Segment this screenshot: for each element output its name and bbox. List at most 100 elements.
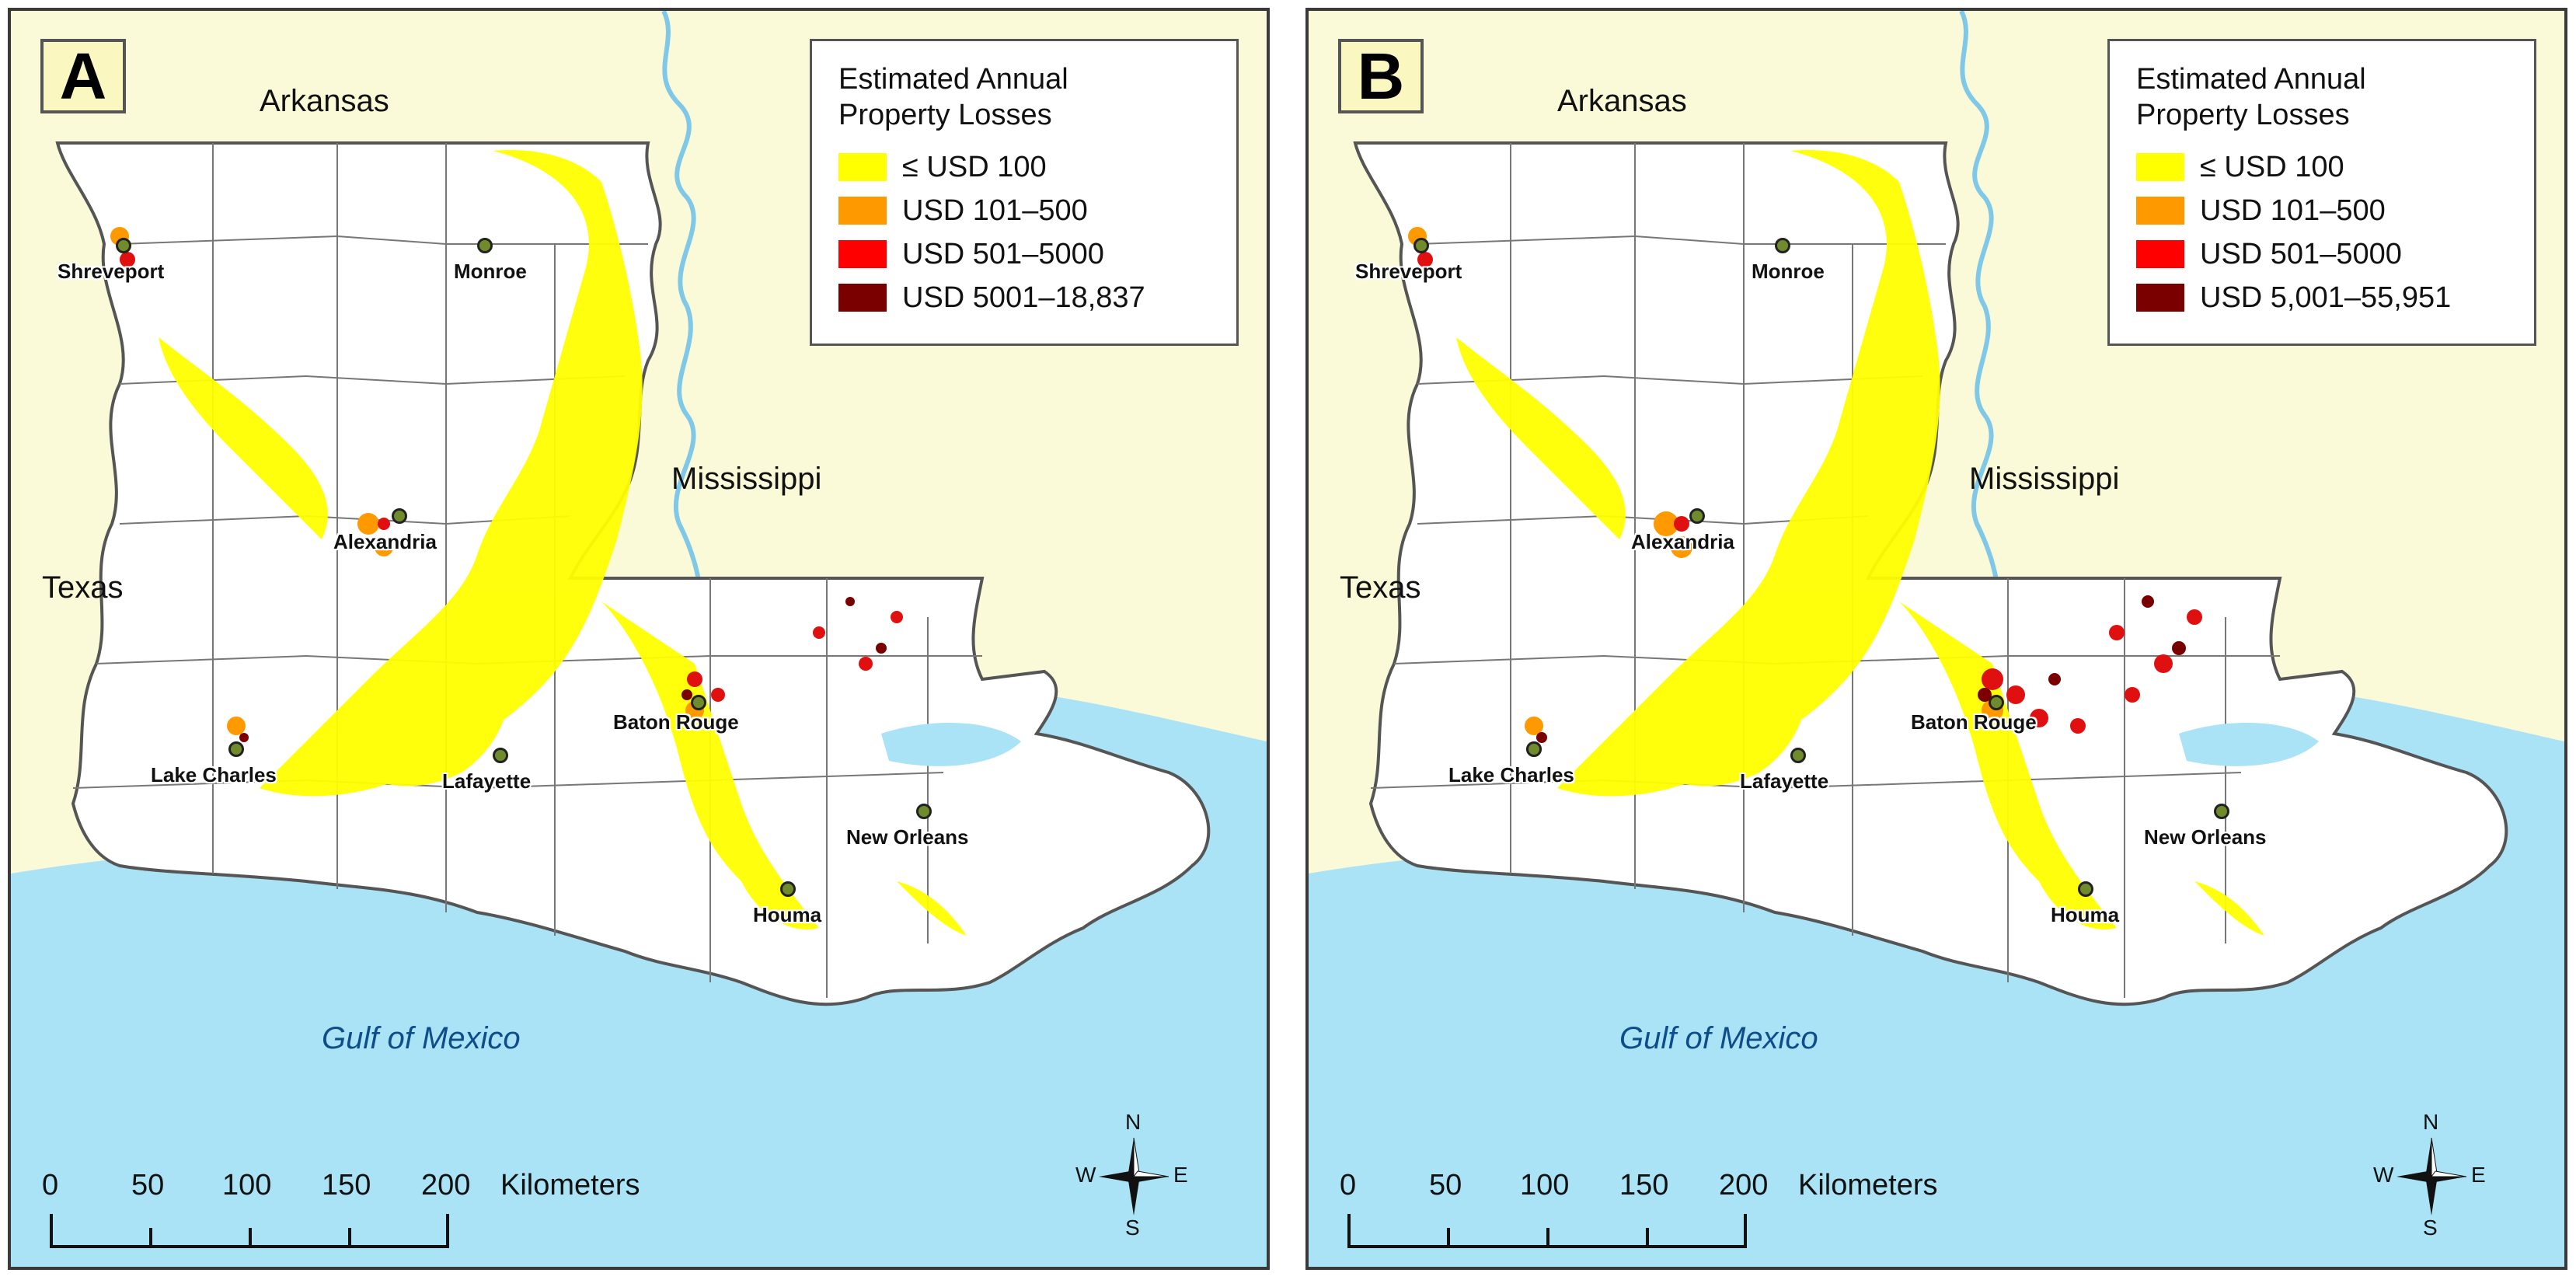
legend-swatch: [2136, 153, 2184, 181]
legend-item: USD 101–500: [2136, 189, 2515, 232]
city-label-baton-rouge: Baton Rouge: [1911, 710, 2037, 734]
legend-item: USD 101–500: [838, 189, 1218, 232]
panel-tag: A: [40, 39, 126, 113]
label-mississippi: Mississippi: [671, 462, 822, 496]
legend-title-line2: Property Losses: [838, 99, 1052, 131]
scale-tick-label: 50: [131, 1169, 165, 1202]
legend-title-line2: Property Losses: [2136, 99, 2350, 131]
city-label-lafayette: Lafayette: [1740, 769, 1829, 793]
city-marker-new-orleans: [916, 804, 932, 819]
compass-e: E: [2471, 1163, 2486, 1187]
louisiana-map: [1309, 11, 2564, 1267]
city-marker-lake-charles: [1526, 741, 1542, 757]
legend-label: ≤ USD 100: [902, 150, 1047, 183]
scale-unit: Kilometers: [1798, 1169, 1938, 1202]
loss-orange: [110, 227, 704, 735]
city-marker-alexandria: [392, 508, 407, 524]
compass-s: S: [2423, 1215, 2438, 1240]
city-marker-houma: [780, 881, 796, 897]
legend-item: USD 501–5000: [838, 232, 1218, 276]
legend-swatch: [2136, 284, 2184, 312]
scale-tick-label: 100: [222, 1169, 272, 1202]
compass: N S W E: [1075, 1110, 1192, 1240]
legend-item: USD 5,001–55,951: [2136, 276, 2515, 319]
label-mississippi: Mississippi: [1969, 462, 2120, 496]
city-marker-alexandria: [1689, 508, 1705, 524]
legend-title: Estimated Annual Property Losses: [2136, 61, 2515, 133]
legend-title-line1: Estimated Annual: [838, 63, 1068, 96]
legend-label: USD 5,001–55,951: [2200, 281, 2452, 314]
city-label-shreveport: Shreveport: [58, 260, 165, 283]
legend-title-line1: Estimated Annual: [2136, 63, 2366, 96]
compass-rose-icon: [2396, 1138, 2466, 1215]
loss-yellow: [1456, 150, 2264, 936]
city-label-shreveport: Shreveport: [1355, 260, 1462, 283]
city-label-monroe: Monroe: [1752, 260, 1825, 283]
legend-swatch: [838, 240, 887, 268]
scale-bar-line: [1347, 1214, 1747, 1248]
city-marker-new-orleans: [2214, 804, 2229, 819]
compass-e: E: [1173, 1163, 1188, 1187]
scale-tick-label: 200: [1719, 1169, 1769, 1202]
city-label-houma: Houma: [753, 903, 822, 926]
lake-pontchartrain: [881, 723, 1021, 766]
legend-swatch: [2136, 197, 2184, 225]
legend-label: USD 5001–18,837: [902, 281, 1145, 314]
city-marker-monroe: [477, 238, 493, 253]
legend-item: USD 5001–18,837: [838, 276, 1218, 319]
legend-label: USD 501–5000: [2200, 237, 2402, 270]
city-label-houma: Houma: [2051, 903, 2120, 926]
compass-w: W: [1075, 1163, 1096, 1187]
scale-tick-label: 200: [421, 1169, 471, 1202]
label-arkansas: Arkansas: [260, 84, 389, 118]
loss-yellow: [159, 150, 967, 936]
city-label-new-orleans: New Orleans: [846, 825, 969, 849]
city-label-lafayette: Lafayette: [442, 769, 532, 793]
city-marker-monroe: [1775, 238, 1790, 253]
legend: Estimated Annual Property Losses ≤ USD 1…: [810, 39, 1239, 346]
map-panel-b: B Estimated Annual Property Losses ≤ USD…: [1305, 8, 2567, 1270]
panel-tag: B: [1338, 39, 1424, 113]
label-gulf-of-mexico: Gulf of Mexico: [1619, 1021, 1818, 1055]
legend-swatch: [838, 153, 887, 181]
label-texas: Texas: [1340, 570, 1421, 605]
legend-label: USD 501–5000: [902, 237, 1104, 270]
map-panel-a: A Estimated Annual Property Losses ≤ USD…: [8, 8, 1270, 1270]
compass-w: W: [2373, 1163, 2394, 1187]
city-marker-lafayette: [1790, 748, 1806, 763]
city-marker-lafayette: [493, 748, 508, 763]
compass: N S W E: [2373, 1110, 2490, 1240]
legend-label: USD 101–500: [902, 194, 1088, 227]
scale-tick-label: 0: [1340, 1169, 1357, 1202]
louisiana-map: [11, 11, 1267, 1267]
city-label-alexandria: Alexandria: [1631, 530, 1734, 553]
city-label-baton-rouge: Baton Rouge: [613, 710, 739, 734]
lake-pontchartrain: [2179, 723, 2319, 766]
city-marker-lake-charles: [228, 741, 244, 757]
legend-swatch: [838, 197, 887, 225]
city-label-alexandria: Alexandria: [333, 530, 437, 553]
loss-orange: [1408, 227, 2003, 735]
mississippi-river: [661, 11, 704, 649]
legend: Estimated Annual Property Losses ≤ USD 1…: [2107, 39, 2536, 346]
legend-title: Estimated Annual Property Losses: [838, 61, 1218, 133]
legend-item: USD 501–5000: [2136, 232, 2515, 276]
compass-n: N: [1125, 1110, 1142, 1134]
legend-label: USD 101–500: [2200, 194, 2386, 227]
legend-item: ≤ USD 100: [838, 145, 1218, 189]
scale-bar: 0 50 100 150 200 Kilometers: [42, 1169, 640, 1254]
scale-tick-label: 100: [1520, 1169, 1570, 1202]
mississippi-river: [1959, 11, 2002, 649]
compass-rose-icon: [1099, 1138, 1169, 1215]
scale-tick-label: 150: [322, 1169, 371, 1202]
scale-bar-line: [50, 1214, 449, 1248]
scale-tick-label: 0: [42, 1169, 59, 1202]
compass-n: N: [2423, 1110, 2439, 1134]
city-marker-shreveport: [1413, 238, 1429, 253]
legend-swatch: [2136, 240, 2184, 268]
label-gulf-of-mexico: Gulf of Mexico: [322, 1021, 521, 1055]
label-texas: Texas: [42, 570, 124, 605]
scale-tick-label: 50: [1429, 1169, 1462, 1202]
city-label-monroe: Monroe: [454, 260, 527, 283]
scale-bar: 0 50 100 150 200 Kilometers: [1340, 1169, 1938, 1254]
